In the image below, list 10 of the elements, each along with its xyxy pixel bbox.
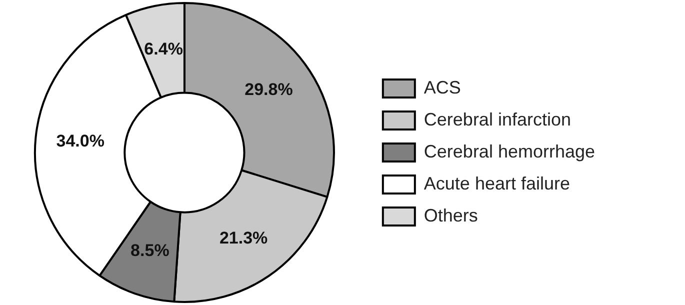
data-label: 21.3%	[219, 228, 268, 248]
data-label: 8.5%	[130, 240, 170, 260]
legend-label: Others	[424, 205, 478, 226]
data-label: 6.4%	[144, 40, 183, 59]
data-label: 29.8%	[244, 80, 293, 100]
data-label: 34.0%	[56, 132, 104, 151]
legend-label: ACS	[424, 77, 461, 98]
legend-label: Cerebral hemorrhage	[424, 141, 596, 162]
legend-label: Acute heart failure	[424, 173, 570, 194]
legend-label: Cerebral infarction	[424, 109, 571, 130]
